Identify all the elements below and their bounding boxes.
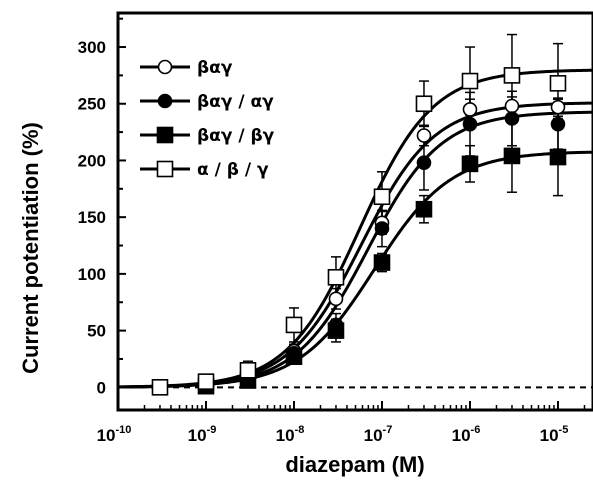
data-point-series-1 — [416, 128, 432, 143]
data-point-series-4 — [415, 95, 433, 113]
x-tick-label: 10-8 — [276, 424, 305, 445]
data-point-series-2 — [416, 155, 432, 171]
x-tick-label: 10-9 — [188, 424, 217, 445]
legend: βαγ βαγ / αγ βαγ / βγ α / β / γ — [140, 58, 275, 180]
y-tick-label: 300 — [78, 38, 106, 57]
data-point-series-2 — [550, 116, 566, 132]
data-point-series-4 — [373, 188, 391, 206]
data-point-series-4 — [285, 316, 303, 334]
fit-curve-series-4 — [117, 68, 593, 389]
legend-item-4: α / β / γ — [140, 160, 269, 180]
data-point-series-1 — [504, 98, 520, 114]
data-point-series-3 — [327, 322, 345, 339]
data-point-series-1 — [328, 291, 344, 307]
y-tick-label: 50 — [87, 322, 106, 341]
data-point-series-4 — [503, 67, 521, 84]
legend-item-2: βαγ / αγ — [140, 92, 274, 112]
legend-item-3: βαγ / βγ — [140, 126, 275, 146]
data-point-series-4 — [151, 379, 169, 396]
data-point-series-3 — [415, 200, 433, 218]
data-point-series-3 — [373, 254, 391, 271]
x-tick-label: 10-6 — [452, 424, 481, 445]
data-point-series-3 — [285, 348, 303, 365]
data-points — [151, 67, 567, 396]
y-tick-label: 200 — [78, 151, 106, 170]
data-point-series-4 — [327, 268, 345, 286]
error-bars — [200, 33, 563, 392]
legend-marker — [157, 59, 173, 75]
legend-label: βαγ / αγ — [197, 92, 274, 112]
y-tick-label: 250 — [78, 95, 106, 114]
data-point-series-1 — [550, 99, 566, 115]
legend-item-1: βαγ — [140, 58, 233, 78]
legend-marker — [157, 93, 173, 109]
data-point-series-4 — [239, 361, 257, 379]
data-point-series-4 — [197, 373, 215, 390]
fit-curve-series-1 — [117, 101, 593, 389]
data-point-series-4 — [549, 75, 567, 92]
legend-label: βαγ — [197, 58, 233, 78]
data-point-series-3 — [461, 155, 479, 173]
y-tick-label: 150 — [78, 208, 106, 227]
data-point-series-2 — [374, 221, 390, 236]
data-point-series-2 — [462, 116, 478, 132]
data-point-series-3 — [549, 148, 567, 166]
x-axis-title: diazepam (M) — [285, 452, 424, 477]
legend-label: βαγ / βγ — [197, 126, 275, 146]
x-tick-label: 10-5 — [540, 424, 569, 445]
y-tick-label: 0 — [97, 378, 106, 397]
data-point-series-2 — [504, 111, 520, 126]
axes: 0 50 100 150 200 250 300 10-10 10-9 10-8 10-7 10-6 1… — [78, 11, 593, 445]
x-tick-label: 10-10 — [97, 424, 132, 445]
x-tick-label: 10-7 — [364, 424, 393, 445]
y-axis-title: Current potentiation (%) — [18, 122, 43, 374]
y-tick-label: 100 — [78, 265, 106, 284]
data-point-series-4 — [461, 72, 479, 90]
legend-marker — [156, 160, 174, 178]
legend-marker — [156, 126, 174, 144]
fit-curves — [117, 68, 593, 389]
legend-label: α / β / γ — [197, 160, 269, 180]
data-point-series-1 — [462, 102, 478, 117]
fit-curve-series-2 — [117, 110, 593, 389]
data-point-series-3 — [503, 147, 521, 165]
